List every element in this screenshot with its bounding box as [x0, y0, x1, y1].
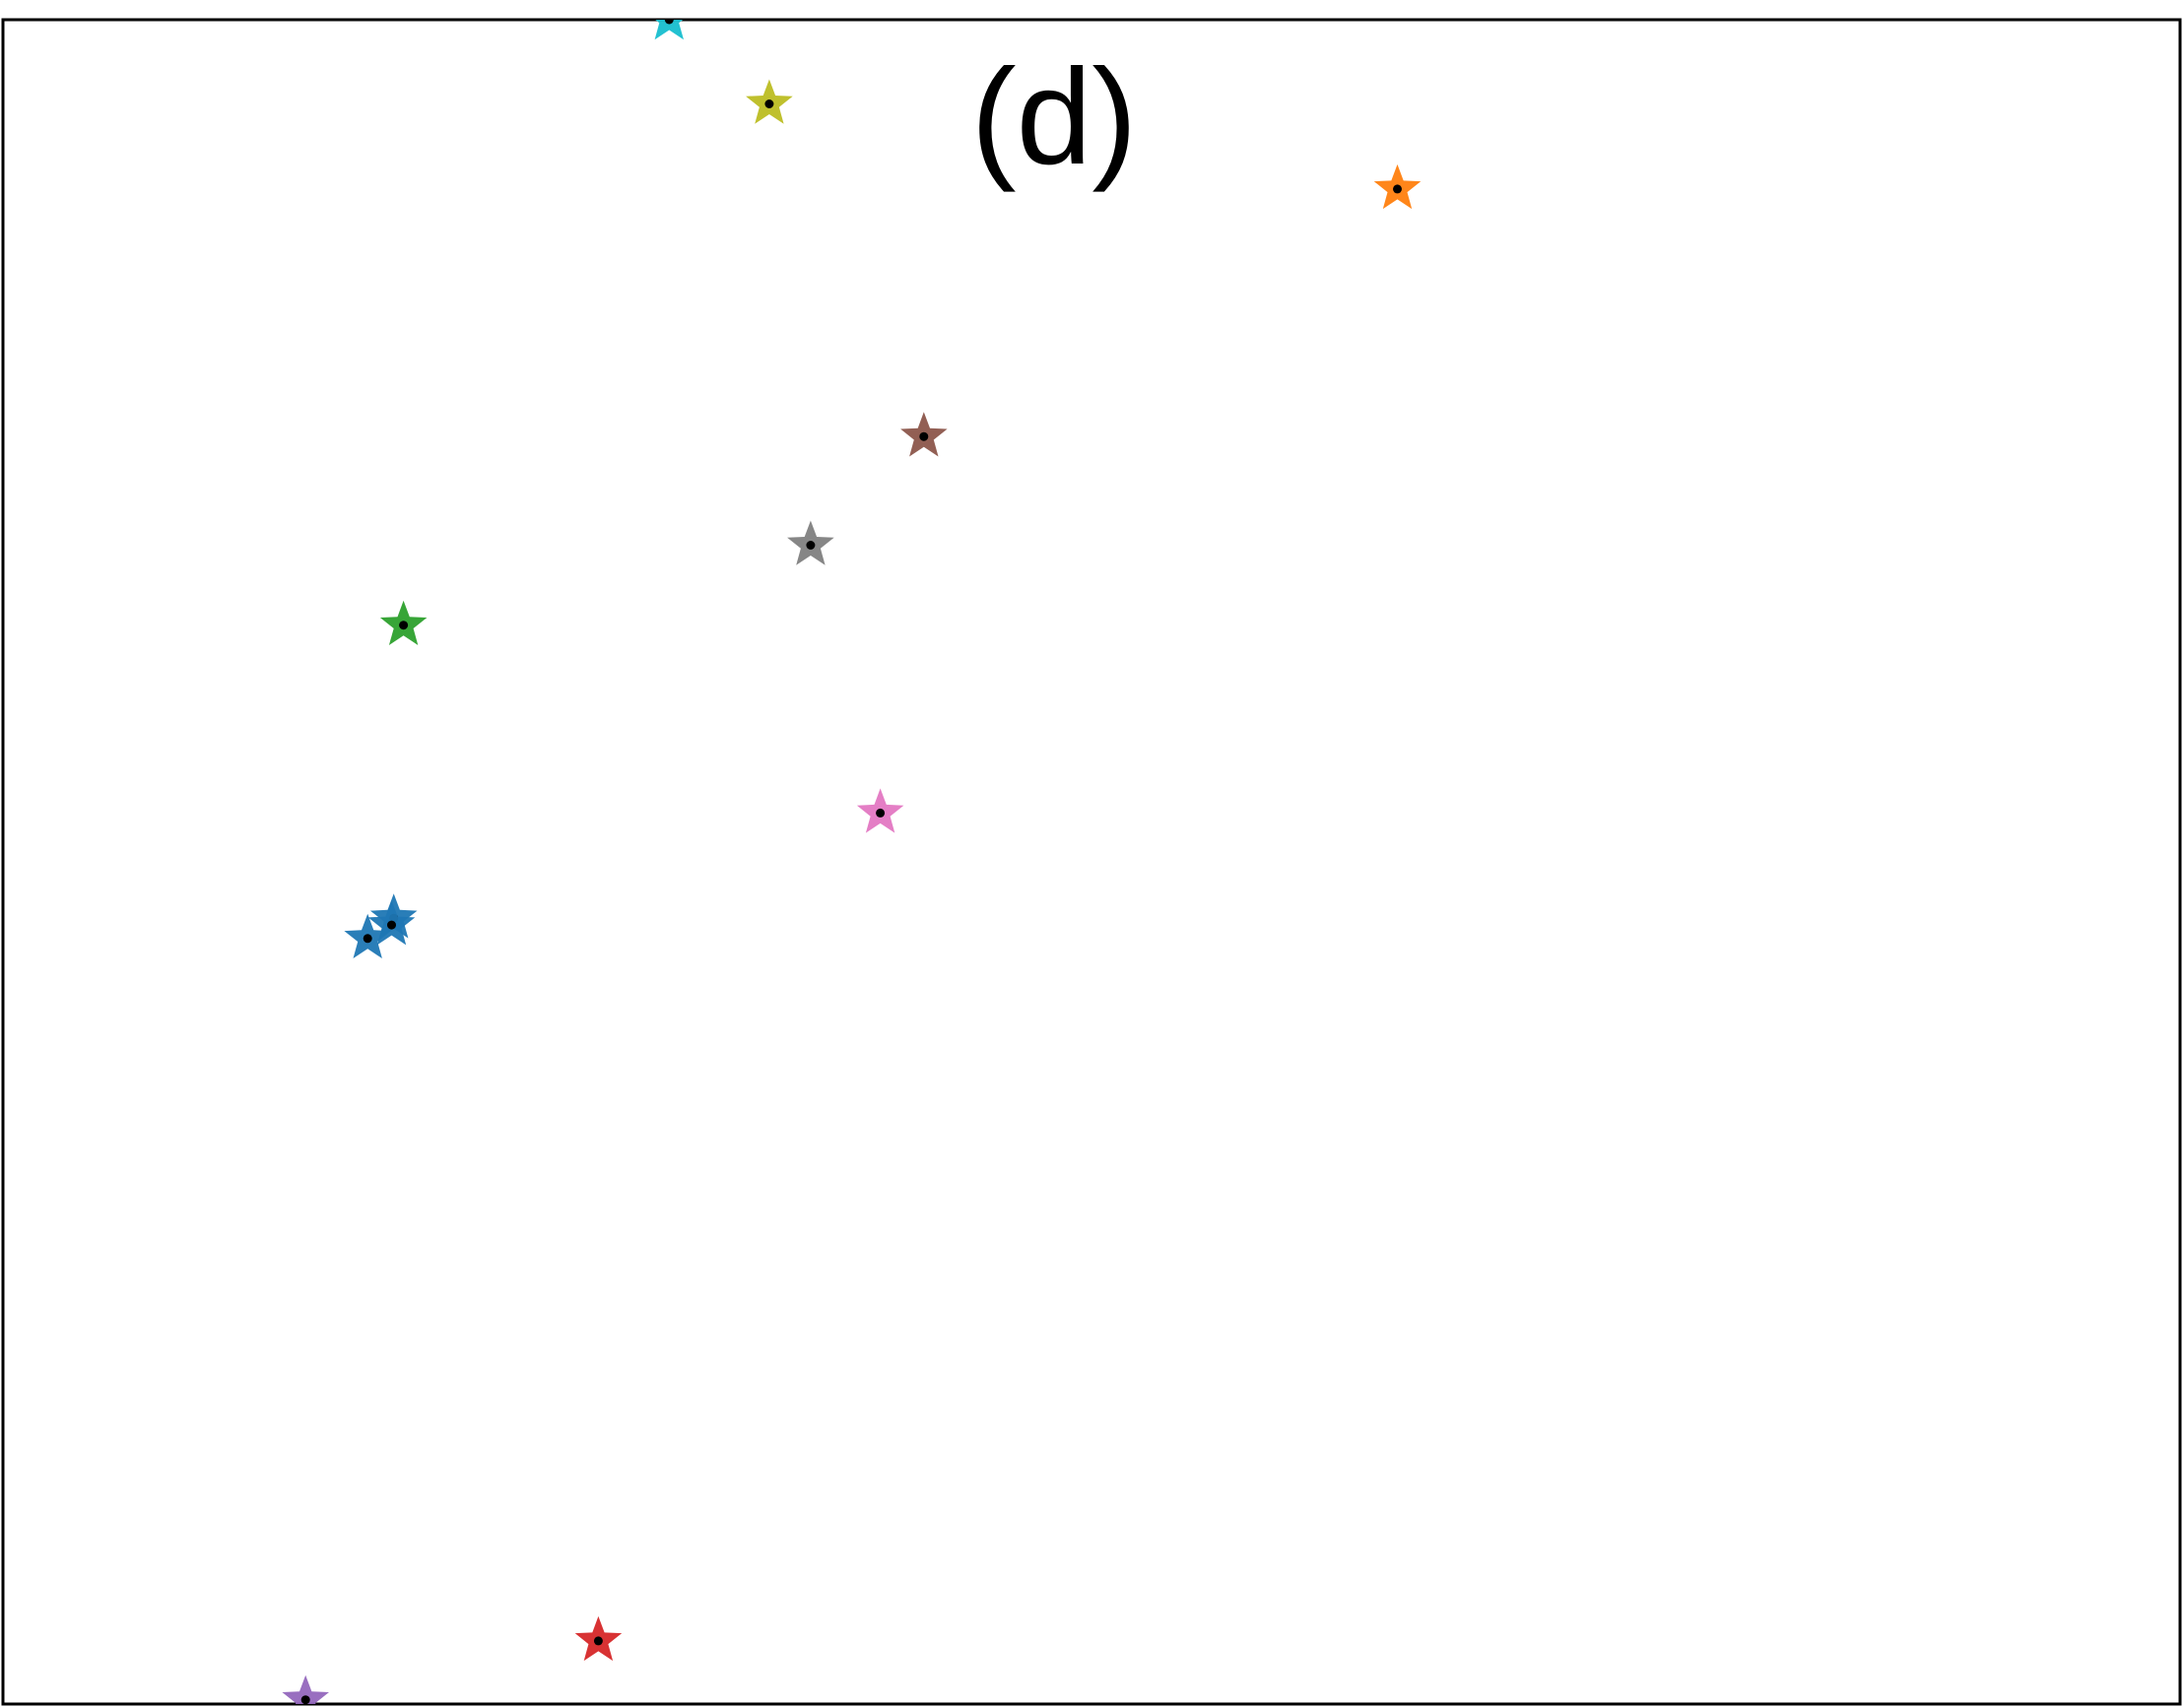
center-dot [399, 621, 409, 630]
center-dot [664, 20, 674, 25]
panel-label: (d) [971, 41, 1138, 193]
data-point [787, 520, 834, 565]
center-dot [876, 808, 886, 818]
data-point [900, 412, 948, 457]
data-point [746, 79, 793, 124]
center-dot [300, 1695, 310, 1704]
data-point [654, 20, 684, 40]
star-marker [282, 1674, 329, 1704]
center-dot [919, 431, 929, 441]
data-point [574, 1615, 623, 1662]
data-point [1373, 164, 1422, 210]
center-dot [806, 541, 816, 550]
center-dot [593, 1636, 603, 1646]
center-dot [363, 934, 372, 944]
center-dot [764, 99, 774, 108]
center-dot [387, 920, 396, 930]
points-layer [282, 20, 1422, 1704]
data-point [856, 788, 904, 833]
data-point [282, 1674, 329, 1704]
star-marker [654, 20, 684, 40]
data-point [367, 900, 416, 946]
center-dot [1393, 184, 1402, 194]
plot-frame [1, 18, 2182, 1706]
data-point [379, 600, 428, 645]
data-point [344, 913, 391, 958]
